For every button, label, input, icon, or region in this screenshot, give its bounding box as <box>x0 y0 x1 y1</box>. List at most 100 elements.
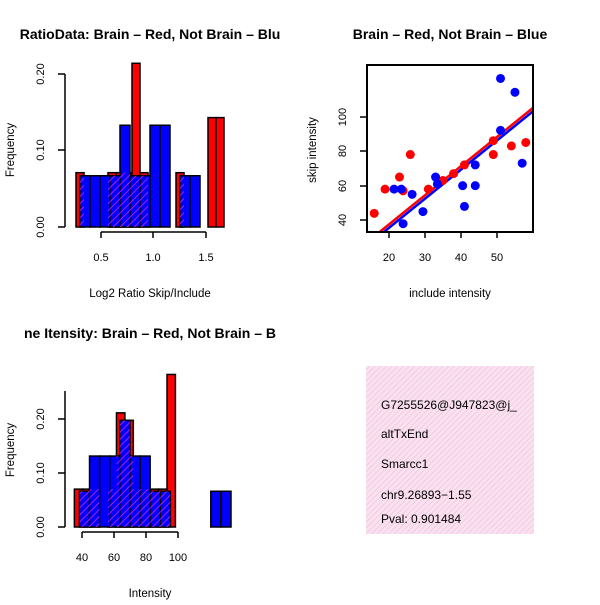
event-type: altTxEnd <box>381 427 428 441</box>
intensity-histogram-y-tick-label: 0.00 <box>35 516 47 537</box>
overlap-bar <box>110 175 116 227</box>
overlap-bar <box>120 172 124 227</box>
intensity-scatter-points <box>369 73 531 232</box>
overlap-bar <box>108 175 110 227</box>
not-brain-point <box>496 125 506 135</box>
intensity-histogram-x-tick-label: 100 <box>169 552 187 564</box>
intensity-scatter-x-tick-label: 30 <box>419 252 431 264</box>
not-brain-point <box>389 184 399 194</box>
info-panel-background <box>366 366 534 534</box>
not-brain-point <box>398 219 408 229</box>
brain-point <box>488 150 498 160</box>
not-brain-point <box>470 181 480 191</box>
overlap-bar <box>140 175 148 227</box>
not-brain-bar <box>189 174 201 228</box>
overlap-bar <box>124 420 130 527</box>
not-brain-point <box>470 160 480 170</box>
not-brain-point <box>418 207 428 217</box>
intensity-histogram-title: ne Itensity: Brain – Red, Not Brain – B <box>24 325 276 341</box>
overlap-bar <box>109 489 117 527</box>
not-brain-point <box>396 184 406 194</box>
ratio-histogram-y-tick-label: 0.00 <box>35 216 47 237</box>
ratio-histogram-bars <box>75 62 225 228</box>
overlap-bar <box>82 491 90 527</box>
intensity-histogram-y-tick-label: 0.10 <box>35 462 47 483</box>
overlap-bar <box>129 456 134 527</box>
brain-bar <box>207 116 217 228</box>
overlap-bar <box>132 175 140 227</box>
overlap-bar <box>160 491 167 527</box>
intensity-scatter-plot-box <box>366 64 534 233</box>
not-brain-point <box>432 179 442 189</box>
ratio-histogram-title: RatioData: Brain – Red, Not Brain – Blu <box>20 26 281 42</box>
not-brain-bar <box>220 490 232 528</box>
ratio-histogram-xlabel: Log2 Ratio Skip/Include <box>89 288 210 300</box>
intensity-histogram: ne Itensity: Brain – Red, Not Brain – B … <box>5 325 276 600</box>
intensity-scatter-xlabel: include intensity <box>409 288 491 300</box>
not-brain-bar <box>210 490 222 528</box>
overlap-bar <box>116 175 120 227</box>
overlap-bar <box>89 489 92 527</box>
overlap-bar <box>130 175 132 227</box>
intensity-histogram-x-tick-label: 60 <box>108 552 120 564</box>
intensity-histogram-y-tick-label: 0.20 <box>35 408 47 429</box>
not-brain-point <box>510 87 520 97</box>
info-panel: G7255526@J947823@j_ altTxEnd Smarcc1 chr… <box>366 366 534 534</box>
intensity-scatter-y-tick-label: 60 <box>337 180 349 192</box>
overlap-bar <box>116 456 120 527</box>
not-brain-point <box>431 172 441 182</box>
intensity-scatter-x-tick-label: 20 <box>383 252 395 264</box>
intensity-scatter-ylabel: skip intensity <box>307 117 319 183</box>
overlap-bar <box>108 489 110 527</box>
not-brain-bar <box>159 124 171 228</box>
gene-name: Smarcc1 <box>381 457 429 471</box>
intensity-scatter-x-tick-label: 50 <box>491 252 503 264</box>
intensity-histogram-ylabel: Frequency <box>5 423 17 478</box>
intensity-histogram-x-tick-label: 40 <box>76 552 88 564</box>
intensity-scatter-ticks: 20 30 40 50 40 60 80 100 <box>337 108 503 264</box>
overlap-bar <box>79 491 83 527</box>
overlap-bar <box>150 491 159 527</box>
not-brain-point <box>517 158 527 168</box>
brain-bar <box>166 373 177 528</box>
overlap-bar <box>140 489 142 527</box>
not-brain-point <box>407 189 417 199</box>
intensity-scatter-title: Brain – Red, Not Brain – Blue <box>353 26 548 42</box>
ratio-histogram-x-tick-label: 1.5 <box>198 252 213 264</box>
intensity-scatter-y-tick-label: 80 <box>337 145 349 157</box>
brain-point <box>369 208 379 218</box>
intensity-histogram-xlabel: Intensity <box>129 588 172 600</box>
intensity-scatter-x-tick-label: 40 <box>455 252 467 264</box>
not-brain-bar <box>149 124 161 228</box>
brain-point <box>423 184 433 194</box>
intensity-histogram-bars <box>73 373 232 528</box>
overlap-bar <box>124 172 130 227</box>
ratio-histogram-y-tick-label: 0.10 <box>35 139 47 160</box>
not-brain-point <box>458 181 468 191</box>
overlap-bar <box>180 175 184 227</box>
brain-point <box>380 184 390 194</box>
intensity-histogram-x-tick-label: 80 <box>140 552 152 564</box>
brain-point <box>488 136 498 146</box>
genomic-location: chr9.26893−1.55 <box>381 488 472 502</box>
brain-point <box>405 150 415 160</box>
brain-point <box>521 137 531 147</box>
intensity-scatter-y-tick-label: 40 <box>337 214 349 226</box>
intensity-scatter: Brain – Red, Not Brain – Blue include in… <box>307 26 547 300</box>
overlap-bar <box>141 489 151 527</box>
not-brain-bar <box>89 174 101 228</box>
ratio-histogram-y-tick-label: 0.20 <box>35 63 47 84</box>
overlap-bar <box>167 491 171 527</box>
brain-point <box>449 169 459 179</box>
ratio-histogram: RatioData: Brain – Red, Not Brain – Blu … <box>5 26 280 300</box>
event-id: G7255526@J947823@j_ <box>381 398 517 412</box>
intensity-scatter-y-tick-label: 100 <box>337 108 349 126</box>
ratio-histogram-ylabel: Frequency <box>5 123 17 178</box>
not-brain-point <box>496 73 506 83</box>
overlap-bar <box>158 491 161 527</box>
overlap-bar <box>80 175 84 227</box>
ratio-histogram-x-tick-label: 0.5 <box>93 252 108 264</box>
brain-point <box>459 160 469 170</box>
pval-text: Pval: 0.901484 <box>381 512 461 526</box>
